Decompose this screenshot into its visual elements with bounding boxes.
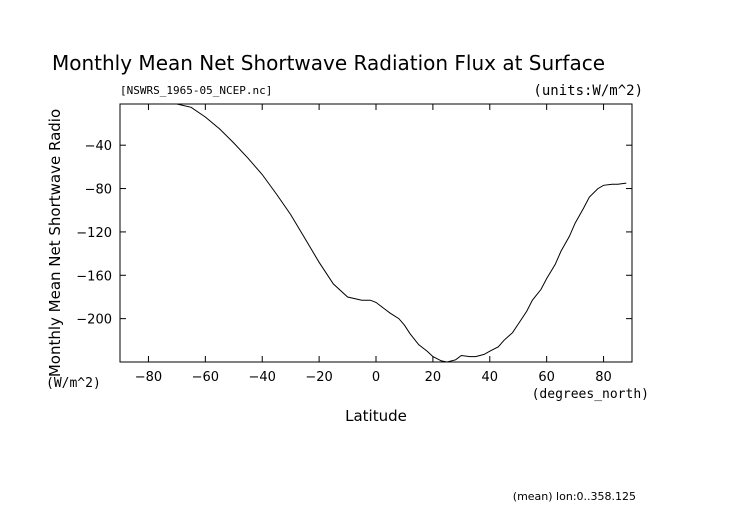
- y-tick-label: −80: [85, 183, 112, 198]
- y-axis-unit: (W/m^2): [46, 376, 101, 391]
- y-tick-label: −160: [76, 269, 112, 284]
- x-tick-label: −80: [135, 370, 162, 385]
- y-tick-label: −40: [85, 139, 112, 154]
- x-axis-title: Latitude: [345, 407, 407, 425]
- file-label: [NSWRS_1965-05_NCEP.nc]: [120, 84, 272, 97]
- x-tick-label: 40: [482, 370, 499, 385]
- y-tick-label: −200: [76, 313, 112, 328]
- x-axis-unit: (degrees_north): [532, 387, 649, 402]
- x-tick-label: 60: [538, 370, 555, 385]
- x-tick-label: −20: [305, 370, 332, 385]
- units-label: (units:W/m^2): [533, 83, 643, 99]
- series-line: [125, 103, 627, 363]
- y-axis-ticks: −40 −80 −120 −160 −200: [76, 139, 632, 328]
- x-tick-label: 80: [595, 370, 612, 385]
- chart-title: Monthly Mean Net Shortwave Radiation Flu…: [52, 51, 605, 75]
- footer-label: (mean) lon:0..358.125: [513, 490, 636, 503]
- y-tick-label: −120: [76, 226, 112, 241]
- y-axis-title: Monthly Mean Net Shortwave Radio: [46, 109, 64, 377]
- x-tick-label: 20: [425, 370, 442, 385]
- x-axis-ticks: −80 −60 −40 −20 0 20 40 60 80: [135, 104, 612, 385]
- x-tick-label: −60: [192, 370, 219, 385]
- plot-frame: [119, 103, 633, 363]
- x-tick-label: −40: [249, 370, 276, 385]
- x-tick-label: 0: [372, 370, 380, 385]
